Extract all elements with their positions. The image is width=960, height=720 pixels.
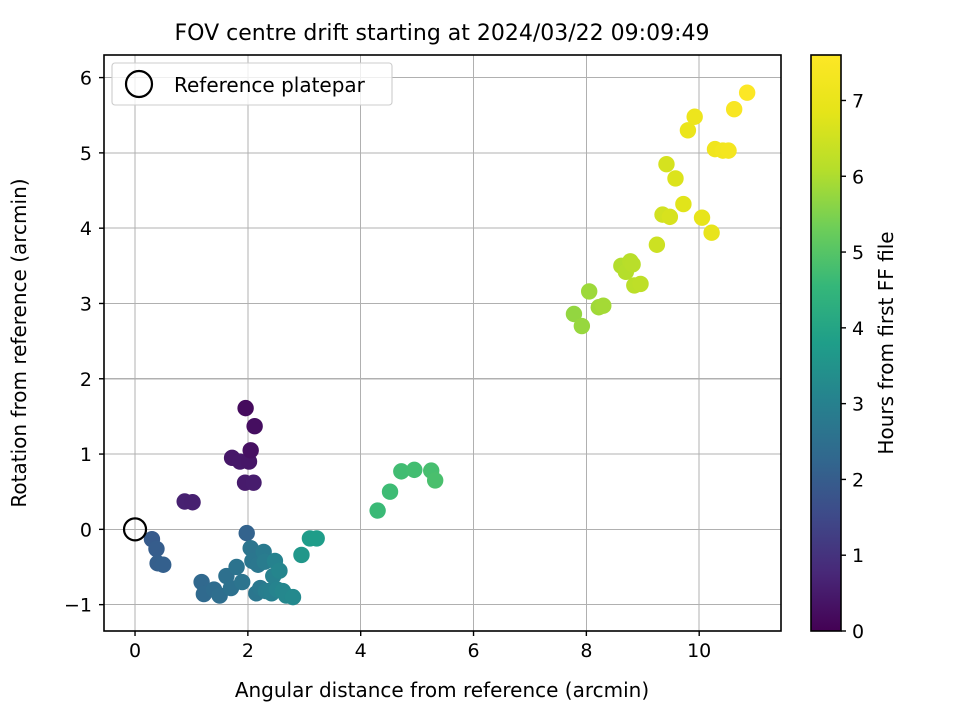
data-point [228, 558, 245, 576]
data-point [238, 524, 255, 542]
y-tick-label: 2 [80, 369, 92, 391]
data-point [661, 208, 679, 226]
data-point [148, 540, 165, 558]
data-point [406, 461, 423, 479]
colorbar-frame [810, 54, 842, 632]
y-tick-label: 0 [80, 519, 92, 541]
data-points-group [143, 84, 756, 606]
y-tick-label: 4 [80, 218, 92, 240]
axis-ticks: 0 2 4 6 8 10 −1 0 1 2 3 4 5 6 [64, 68, 711, 662]
x-tick-label: 10 [687, 640, 711, 662]
data-point [675, 195, 692, 213]
y-tick-label: 1 [80, 444, 92, 466]
data-point [308, 530, 325, 547]
data-point [369, 502, 386, 519]
x-tick-label: 2 [242, 640, 254, 662]
data-point [580, 283, 598, 300]
colorbar-ticks: 0 1 2 3 4 5 6 7 [841, 90, 864, 643]
data-point [679, 122, 697, 139]
page-title: FOV centre drift starting at 2024/03/22 … [175, 21, 710, 46]
data-point [234, 573, 251, 591]
axes-frame [103, 54, 782, 632]
y-tick-label: 5 [80, 143, 92, 165]
data-point [720, 142, 737, 159]
data-point [381, 483, 399, 500]
plot-background [104, 55, 781, 631]
data-point [242, 539, 259, 557]
data-point [426, 472, 444, 489]
data-point [595, 297, 612, 314]
colorbar-tick-label: 7 [852, 90, 864, 112]
colorbar-tick-label: 4 [852, 318, 864, 340]
legend-box [111, 62, 393, 106]
data-point [293, 546, 310, 564]
colorbar: 0 1 2 3 4 5 6 7 Hours from first FF file [810, 54, 898, 643]
data-point [237, 399, 254, 417]
data-point [725, 101, 743, 118]
data-point [246, 418, 263, 435]
reference-circle-icon [122, 517, 148, 542]
colorbar-tick-label: 0 [852, 621, 864, 643]
data-point [658, 155, 675, 173]
legend-label: Reference platepar [174, 73, 366, 97]
colorbar-gradient [811, 55, 841, 631]
data-point [667, 170, 684, 187]
data-point [686, 108, 703, 125]
reference-platepar-marker [122, 517, 148, 542]
data-point [565, 305, 583, 323]
colorbar-tick-label: 3 [852, 394, 864, 416]
data-point [624, 256, 641, 273]
data-point [155, 556, 172, 573]
data-point [703, 224, 720, 241]
y-tick-label: −1 [64, 595, 92, 617]
colorbar-tick-label: 5 [852, 242, 864, 264]
legend[interactable]: Reference platepar [111, 62, 393, 106]
x-axis-label: Angular distance from reference (arcmin) [235, 678, 649, 702]
data-point [242, 442, 259, 459]
data-point [693, 209, 711, 226]
y-tick-label: 6 [80, 68, 92, 90]
gridlines [104, 55, 781, 631]
data-point [284, 588, 302, 606]
data-point [573, 317, 591, 335]
legend-reference-circle-icon [124, 69, 154, 99]
data-point [393, 463, 410, 480]
data-point [738, 84, 756, 101]
colorbar-label: Hours from first FF file [874, 231, 898, 454]
data-point [632, 275, 649, 293]
x-tick-label: 4 [355, 640, 367, 662]
x-tick-label: 0 [129, 640, 141, 662]
x-tick-label: 8 [580, 640, 592, 662]
colorbar-tick-label: 1 [852, 545, 864, 567]
data-point [245, 474, 262, 491]
x-tick-label: 6 [467, 640, 479, 662]
y-axis-label: Rotation from reference (arcmin) [7, 178, 31, 507]
colorbar-tick-label: 6 [852, 166, 864, 188]
colorbar-tick-label: 2 [852, 469, 864, 491]
y-tick-label: 3 [80, 293, 92, 315]
data-point [184, 494, 201, 511]
data-point [648, 236, 666, 253]
data-point [271, 562, 288, 579]
